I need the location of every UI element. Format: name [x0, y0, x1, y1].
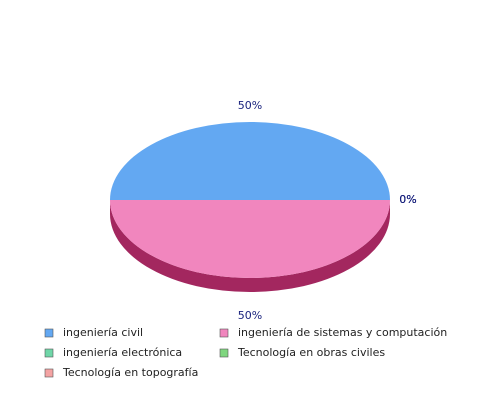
legend-item: Tecnología en topografía — [44, 366, 198, 379]
legend-label: ingeniería electrónica — [63, 346, 182, 359]
legend-swatch — [44, 328, 54, 338]
slice-percent-label: 0% — [399, 193, 416, 206]
legend-swatch — [44, 368, 54, 378]
legend: ingeniería civil ingeniería de sistemas y… — [44, 326, 447, 379]
legend-swatch — [219, 328, 229, 338]
slice-labels: 50%50%0%0%0% — [238, 99, 417, 322]
slice-percent-label: 50% — [238, 309, 262, 322]
pie-layer — [110, 122, 390, 292]
legend-item: Tecnología en obras civiles — [219, 346, 385, 359]
pie-slice — [110, 122, 390, 200]
legend-item: ingeniería de sistemas y computación — [219, 326, 447, 339]
legend-item: ingeniería civil — [44, 326, 143, 339]
legend-swatch — [219, 348, 229, 358]
legend-label: ingeniería de sistemas y computación — [238, 326, 447, 339]
legend-label: ingeniería civil — [63, 326, 143, 339]
legend-swatch — [44, 348, 54, 358]
legend-label: Tecnología en obras civiles — [237, 346, 385, 359]
slice-percent-label: 50% — [238, 99, 262, 112]
legend-label: Tecnología en topografía — [62, 366, 198, 379]
legend-item: ingeniería electrónica — [44, 346, 182, 359]
slice-percent-label: 0% — [399, 193, 416, 206]
pie-slice — [110, 200, 390, 278]
pie-slice-side — [110, 200, 390, 292]
slice-percent-label: 0% — [399, 193, 416, 206]
